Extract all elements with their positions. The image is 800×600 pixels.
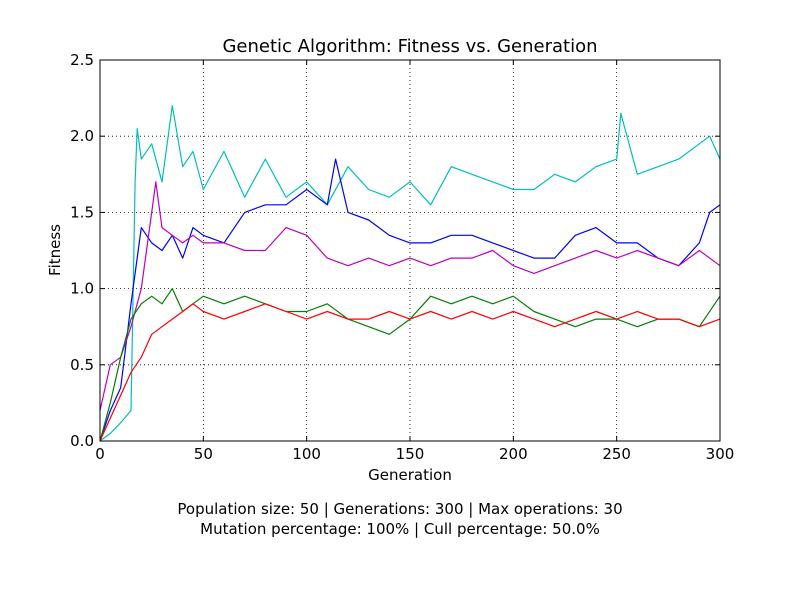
series-line-2 (99, 158, 721, 442)
y-tick-label: 2.0 (70, 127, 94, 145)
x-tick-label: 100 (292, 445, 321, 463)
y-tick-label: 2.5 (70, 51, 94, 69)
y-tick-label: 0.0 (70, 432, 94, 450)
caption-line-1: Population size: 50 | Generations: 300 |… (177, 500, 623, 518)
series-line-3 (99, 181, 721, 411)
y-axis-label: Fitness (46, 224, 64, 276)
x-tick-label: 150 (396, 445, 425, 463)
caption-line-2: Mutation percentage: 100% | Cull percent… (200, 520, 600, 538)
series-line-5 (99, 303, 721, 442)
x-tick-label: 0 (95, 445, 105, 463)
x-tick-label: 300 (706, 445, 735, 463)
x-tick-label: 50 (194, 445, 213, 463)
y-tick-label: 1.5 (70, 203, 94, 221)
series-lines (99, 105, 721, 442)
x-tick-label: 200 (499, 445, 528, 463)
axis-ticks: 0 50 100 150 200 250 300 0.0 0.5 1.0 1.5 2.0 2.5 (70, 51, 734, 463)
x-axis-label: Generation (368, 466, 452, 484)
y-tick-label: 1.0 (70, 280, 94, 298)
series-line-4 (99, 288, 721, 442)
x-tick-label: 250 (602, 445, 631, 463)
series-line-1 (99, 105, 721, 442)
chart-title: Genetic Algorithm: Fitness vs. Generatio… (222, 36, 597, 57)
y-tick-label: 0.5 (70, 356, 94, 374)
